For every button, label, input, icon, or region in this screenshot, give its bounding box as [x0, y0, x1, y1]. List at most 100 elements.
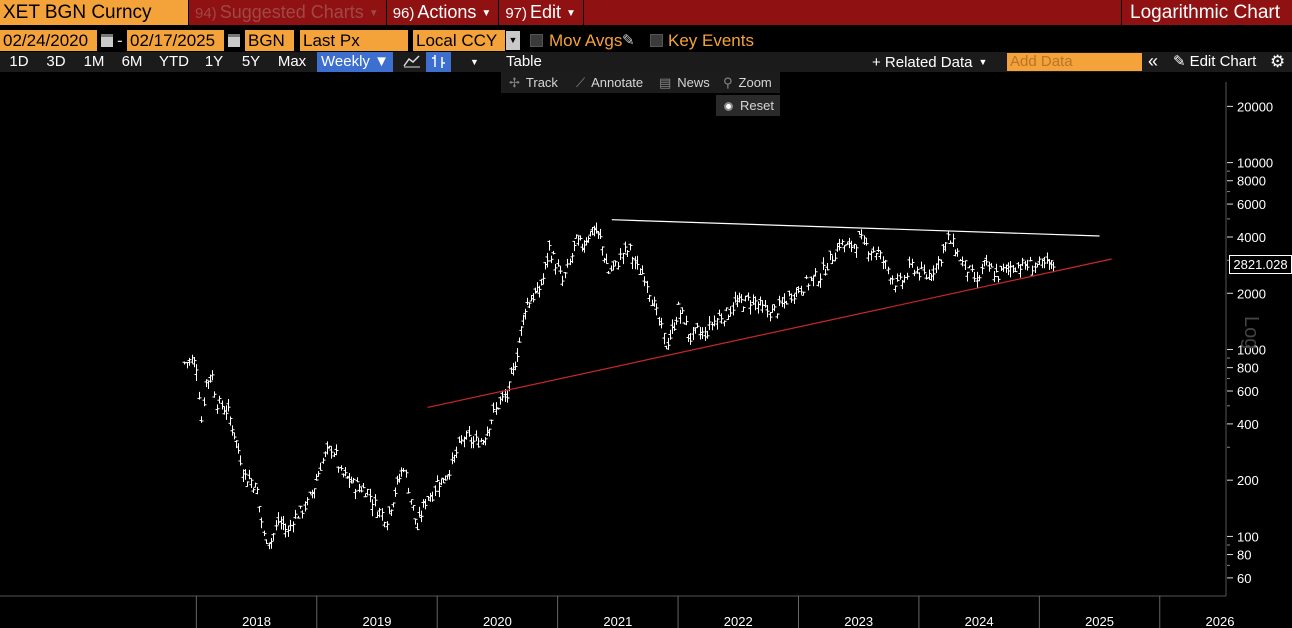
add-data-input[interactable]: Add Data — [1007, 53, 1142, 71]
edit-chart-label: Edit Chart — [1189, 53, 1257, 70]
top-bar: XET BGN Curncy 94) Suggested Charts ▼ 96) A… — [0, 0, 1292, 25]
y-tick-label: 100 — [1237, 529, 1259, 544]
y-axis: 60 80 100 200 400 600 800 1000 2000 4000 6000 8000 1… — [1225, 82, 1273, 596]
menu-label: Suggested Charts — [219, 2, 364, 22]
related-data-label: + Related Data — [872, 54, 973, 71]
period-button-6m[interactable]: 6M — [121, 53, 143, 70]
currency-select[interactable]: Local CCY — [413, 30, 505, 51]
edit-chart-button[interactable]: ✎ Edit Chart — [1173, 52, 1256, 72]
period-button-3d[interactable]: 3D — [46, 53, 66, 70]
y-tick-label: 200 — [1237, 473, 1259, 488]
y-tick-label: 10000 — [1237, 156, 1273, 171]
crosshair-icon: ✢ — [509, 75, 520, 90]
period-button-1m[interactable]: 1M — [83, 53, 105, 70]
reset-label: Reset — [740, 98, 774, 113]
y-tick-label: 800 — [1237, 361, 1259, 376]
start-date-input[interactable]: 02/24/2020 — [0, 30, 97, 51]
caret-down-icon: ▼ — [481, 8, 492, 19]
suggested-charts-menu[interactable]: 94) Suggested Charts ▼ — [188, 0, 386, 25]
y-tick-label: 4000 — [1237, 230, 1266, 245]
chart-mode-title: Logarithmic Chart — [1121, 0, 1292, 25]
period-button-max[interactable]: Max — [277, 53, 307, 70]
trendlines — [427, 219, 1112, 409]
annotate-icon: ⟋ — [576, 75, 586, 90]
period-button-1d[interactable]: 1D — [9, 53, 29, 70]
x-tick-label: 2025 — [1085, 614, 1114, 628]
caret-down-icon: ▼ — [566, 8, 576, 19]
x-tick-label: 2019 — [363, 614, 392, 628]
x-tick-label: 2026 — [1206, 614, 1235, 628]
collapse-icon[interactable]: « — [1148, 51, 1159, 71]
period-button-5y[interactable]: 5Y — [241, 53, 261, 70]
date-separator: - — [117, 31, 123, 50]
x-axis: 2018 2019 2020 2021 2022 2023 2024 2025 2026 — [0, 595, 1235, 628]
ticker-input[interactable]: BGN — [245, 30, 294, 51]
period-button-1y[interactable]: 1Y — [204, 53, 224, 70]
news-label: News — [677, 75, 710, 90]
menu-number: 94) — [195, 5, 217, 22]
track-label: Track — [525, 75, 558, 90]
gear-icon[interactable]: ⚙ — [1270, 52, 1286, 71]
actions-menu[interactable]: 96) Actions ▼ — [385, 0, 499, 25]
menu-number: 96) — [392, 5, 415, 22]
caret-down-icon: ▼ — [978, 57, 988, 67]
menu-number: 97) — [505, 5, 527, 22]
search-icon: ⚲ — [723, 75, 733, 90]
annotate-tool[interactable]: ⟋ Annotate — [576, 72, 643, 93]
x-tick-label: 2021 — [603, 614, 632, 628]
end-date-input[interactable]: 02/17/2025 — [127, 30, 224, 51]
zoom-label: Zoom — [738, 75, 772, 90]
log-scale-label: Log — [1240, 316, 1262, 350]
y-tick-label: 20000 — [1237, 99, 1273, 114]
calendar-icon[interactable] — [101, 34, 113, 47]
y-tick-label: 1000 — [1237, 343, 1266, 358]
pencil-icon[interactable]: ✎ — [622, 32, 635, 49]
resistance-trendline — [611, 219, 1100, 237]
bar-chart-icon[interactable] — [426, 52, 451, 72]
line-chart-icon[interactable] — [401, 52, 423, 72]
x-tick-label: 2018 — [242, 614, 271, 628]
last-price-label: 2821.028 — [1229, 255, 1292, 275]
support-trendline — [427, 258, 1112, 409]
news-tool[interactable]: ▤ News — [659, 72, 710, 93]
frequency-dropdown[interactable]: Weekly ▼ — [317, 52, 393, 72]
caret-down-icon: ▼ — [368, 8, 379, 19]
menu-label: Actions — [417, 2, 477, 22]
date-range-row: 02/24/2020 - 02/17/2025 BGN Last Px Loca… — [0, 30, 1292, 51]
key-events-checkbox[interactable] — [650, 34, 663, 47]
y-tick-label: 2000 — [1237, 286, 1266, 301]
period-toolbar: 1D 3D 1M 6M YTD 1Y 5Y Max Weekly ▼ ▼ Tab… — [0, 52, 1292, 72]
mov-avgs-label: Mov Avgs — [549, 31, 623, 50]
mov-avgs-checkbox[interactable] — [530, 34, 543, 47]
y-tick-label: 8000 — [1237, 174, 1266, 189]
y-tick-label: 6000 — [1237, 197, 1266, 212]
y-tick-label: 60 — [1237, 571, 1251, 586]
x-tick-label: 2023 — [844, 614, 873, 628]
y-tick-label: 400 — [1237, 417, 1259, 432]
chart-type-dropdown[interactable]: ▼ — [470, 57, 479, 67]
chart-tools-bar: ✢ Track ⟋ Annotate ▤ News ⚲ Zoom — [501, 72, 780, 93]
field-select[interactable]: Last Px — [300, 30, 408, 51]
reset-button[interactable]: Reset — [716, 95, 780, 116]
zoom-tool[interactable]: ⚲ Zoom — [723, 72, 772, 93]
pencil-icon: ✎ — [1173, 53, 1186, 70]
y-tick-label: 80 — [1237, 548, 1251, 563]
annotate-label: Annotate — [591, 75, 644, 90]
calendar-icon[interactable] — [228, 34, 240, 47]
security-field[interactable]: XET BGN Curncy — [0, 0, 188, 25]
y-tick-label: 600 — [1237, 384, 1259, 399]
x-tick-label: 2020 — [483, 614, 512, 628]
reset-icon — [724, 102, 733, 111]
track-tool[interactable]: ✢ Track — [509, 72, 558, 93]
table-button[interactable]: Table — [506, 53, 542, 70]
news-icon: ▤ — [659, 75, 672, 90]
chevron-down-icon[interactable]: ▼ — [506, 31, 520, 50]
x-tick-label: 2024 — [965, 614, 994, 628]
edit-menu[interactable]: 97) Edit ▼ — [498, 0, 583, 25]
related-data-button[interactable]: + Related Data ▼ — [872, 52, 987, 72]
top-bar-spacer — [582, 0, 1121, 25]
menu-label: Edit — [530, 2, 562, 22]
period-button-ytd[interactable]: YTD — [159, 53, 189, 70]
x-tick-label: 2022 — [724, 614, 753, 628]
